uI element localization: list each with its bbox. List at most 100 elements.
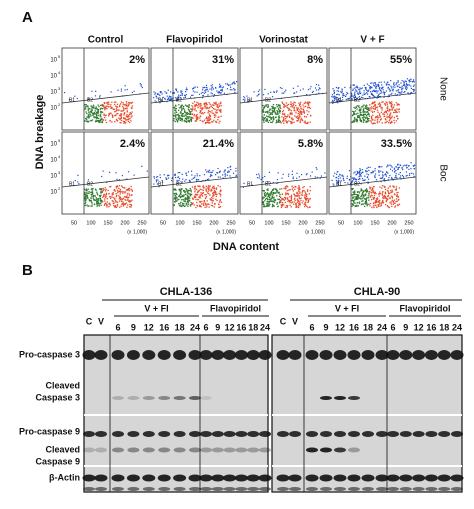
scatter-dot [376, 120, 379, 122]
scatter-dot [177, 172, 179, 174]
scatter-dot [286, 122, 288, 124]
scatter-dot [400, 175, 402, 177]
scatter-dot [170, 96, 172, 98]
scatter-dot [394, 111, 396, 114]
gate-label: B1 [247, 97, 253, 103]
scatter-dot [407, 83, 409, 86]
scatter-dot [263, 205, 265, 207]
scatter-dot [397, 81, 399, 83]
band [289, 431, 301, 437]
scatter-dot [365, 191, 368, 193]
scatter-dot [181, 108, 183, 111]
scatter-dot [393, 119, 395, 122]
scatter-dot [186, 202, 188, 204]
scatter-dot [404, 85, 406, 87]
y-tick-exp: 2 [58, 186, 61, 191]
scatter-dot [109, 204, 112, 206]
scatter-dot [215, 103, 217, 105]
scatter-dot [283, 92, 285, 94]
scatter-dot [262, 118, 264, 120]
scatter-dot [119, 104, 121, 106]
scatter-dot [282, 113, 284, 115]
scatter-dot [179, 190, 181, 192]
scatter-dot [393, 84, 395, 86]
scatter-dot [341, 92, 343, 94]
scatter-dot [306, 173, 308, 175]
scatter-dot [378, 93, 380, 95]
scatter-dot [378, 95, 380, 98]
scatter-dot [192, 90, 194, 92]
scatter-dot [106, 206, 108, 208]
scatter-dot [195, 180, 198, 182]
scatter-dot [85, 108, 87, 110]
scatter-dot [278, 118, 280, 120]
scatter-dot [409, 93, 411, 95]
scatter-dot [405, 171, 408, 173]
scatter-dot [180, 107, 183, 109]
scatter-dot [354, 198, 357, 200]
scatter-dot [192, 108, 194, 110]
scatter-dot [193, 196, 196, 198]
scatter-dot [91, 190, 94, 192]
scatter-dot [181, 118, 183, 121]
scatter-dot [412, 165, 414, 167]
scatter-dot [108, 103, 110, 105]
scatter-dot [96, 111, 98, 114]
scatter-dot [266, 202, 268, 205]
scatter-dot [297, 199, 299, 202]
scatter-dot [263, 117, 265, 119]
scatter-dot [191, 113, 193, 115]
scatter-dot [116, 103, 119, 105]
scatter-dot [193, 195, 196, 197]
scatter-dot [354, 205, 356, 207]
scatter-dot [386, 103, 389, 105]
scatter-dot [367, 182, 369, 184]
band [200, 431, 212, 437]
scatter-dot [302, 200, 304, 202]
scatter-dot [97, 114, 100, 117]
scatter-dot [389, 102, 391, 105]
scatter-dot [388, 84, 390, 86]
scatter-dot [127, 104, 130, 106]
scatter-dot [364, 116, 366, 118]
scatter-dot [110, 107, 112, 109]
scatter-dot [291, 201, 293, 203]
scatter-dot [122, 120, 125, 123]
scatter-dot [84, 203, 86, 205]
scatter-dot [97, 110, 99, 112]
scatter-dot [369, 166, 371, 169]
scatter-dot [273, 196, 275, 198]
scatter-dot [199, 205, 201, 207]
scatter-dot [391, 199, 393, 202]
scatter-dot [392, 107, 394, 109]
group-label: V + FI [335, 303, 359, 313]
scatter-dot [282, 117, 285, 119]
scatter-dot [307, 200, 310, 203]
scatter-dot [131, 199, 133, 201]
scatter-dot [392, 185, 394, 187]
scatter-dot [229, 166, 231, 168]
scatter-dot [206, 204, 208, 206]
scatter-dot [272, 117, 274, 120]
scatter-dot [181, 194, 184, 197]
scatter-dot [229, 175, 231, 177]
scatter-dot [373, 196, 375, 199]
scatter-dot [194, 193, 196, 195]
scatter-dot [218, 92, 220, 94]
scatter-dot [338, 180, 340, 182]
scatter-dot [201, 192, 204, 194]
band [348, 487, 360, 491]
scatter-dot [139, 82, 141, 85]
scatter-dot [372, 84, 375, 86]
scatter-dot [212, 108, 215, 110]
scatter-dot [217, 91, 219, 94]
scatter-dot [126, 104, 128, 107]
scatter-dot [403, 80, 405, 82]
scatter-dot [373, 202, 375, 204]
scatter-dot [363, 116, 365, 118]
scatter-dot [218, 105, 220, 108]
scatter-dot [191, 117, 193, 119]
scatter-dot [133, 90, 135, 92]
scatter-dot [393, 104, 396, 106]
scatter-dot [289, 116, 291, 118]
